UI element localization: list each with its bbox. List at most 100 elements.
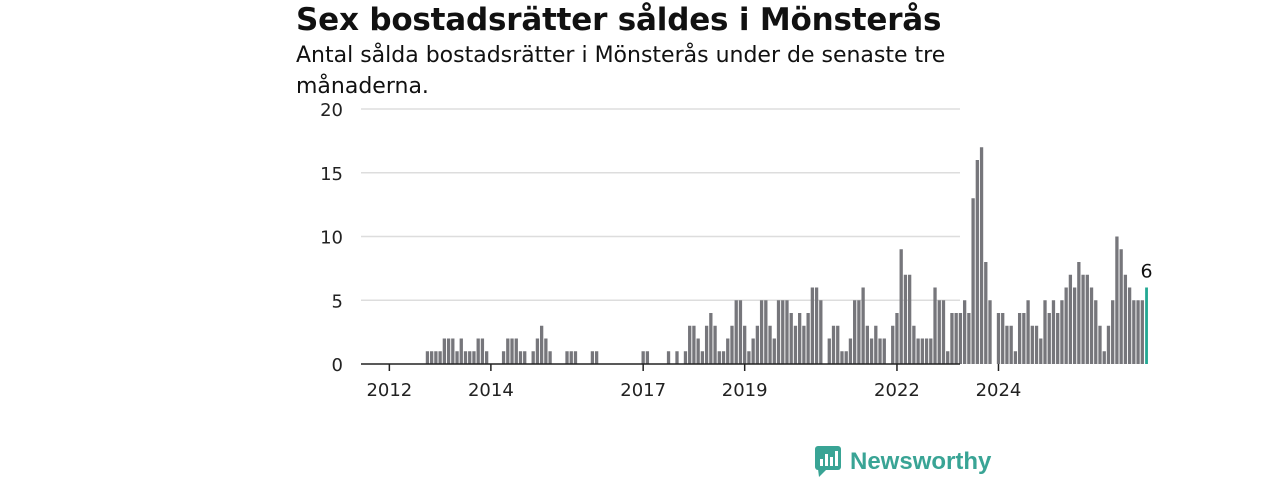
bar [1072, 287, 1077, 364]
bar [1077, 262, 1081, 364]
bar [954, 313, 958, 364]
bar [1009, 325, 1013, 364]
bar [789, 313, 793, 364]
bar [569, 351, 573, 364]
bar [1098, 325, 1102, 364]
bar [806, 313, 810, 364]
bar [903, 274, 908, 364]
y-tick-label: 15 [320, 164, 343, 185]
bar [747, 351, 751, 364]
bar [692, 325, 696, 364]
bar [438, 351, 442, 364]
bar [485, 351, 489, 364]
x-tick-label: 2024 [976, 380, 1022, 401]
bar [937, 300, 941, 364]
y-tick-label: 0 [332, 355, 343, 376]
bar [480, 338, 485, 364]
bar [476, 338, 480, 364]
bar [941, 300, 946, 364]
bar [950, 313, 954, 364]
bar [1132, 300, 1136, 364]
bar [781, 300, 785, 364]
bar [810, 287, 815, 364]
bar [988, 300, 992, 364]
bar [1068, 274, 1073, 364]
bar [696, 338, 700, 364]
bar [459, 338, 463, 364]
bar [1056, 313, 1060, 364]
bar [1123, 274, 1128, 364]
bar [1140, 300, 1144, 364]
bar [891, 325, 895, 364]
bar [1119, 249, 1123, 364]
bar [506, 338, 510, 364]
bar [1136, 300, 1140, 364]
bar [844, 351, 848, 364]
bar [776, 300, 781, 364]
bar [446, 338, 451, 364]
bar [814, 287, 819, 364]
bar [1017, 313, 1022, 364]
bar [1106, 325, 1111, 364]
bar [895, 313, 899, 364]
bar [704, 325, 709, 364]
bar [924, 338, 929, 364]
x-tick-label: 2012 [366, 380, 412, 401]
bar [666, 351, 671, 364]
bar [468, 351, 472, 364]
bar [641, 351, 645, 364]
bar [1013, 351, 1018, 364]
bar [861, 287, 865, 364]
bar [700, 351, 705, 364]
bar [755, 325, 760, 364]
bar [1022, 313, 1026, 364]
bar [1047, 313, 1051, 364]
bar [1039, 338, 1043, 364]
x-tick-label: 2022 [874, 380, 920, 401]
bar [819, 300, 823, 364]
bar [1051, 300, 1056, 364]
bar [717, 351, 721, 364]
bar [857, 300, 861, 364]
bar [984, 262, 988, 364]
bar [472, 351, 476, 364]
chart-title: Sex bostadsrätter såldes i Mönsterås [296, 2, 942, 38]
bar [802, 325, 806, 364]
bar [840, 351, 844, 364]
bar [878, 338, 882, 364]
bar [548, 351, 552, 364]
bar [590, 351, 595, 364]
bar [523, 351, 527, 364]
newsworthy-logo[interactable]: Newsworthy [814, 444, 991, 480]
bar-chart: 0 5 10 15 20 2012 2014 2017 2019 2022 2024 6 [320, 100, 1152, 401]
bar [759, 300, 764, 364]
bar [1085, 274, 1089, 364]
bar [793, 325, 798, 364]
bar [734, 300, 738, 364]
bar [768, 325, 772, 364]
bar [1034, 325, 1039, 364]
bar [865, 325, 869, 364]
bar [539, 325, 544, 364]
bar [442, 338, 446, 364]
last-value-label: 6 [1140, 261, 1152, 283]
bar [785, 300, 789, 364]
bar [772, 338, 776, 364]
bar [874, 325, 878, 364]
bar [798, 313, 802, 364]
bar [1060, 300, 1064, 364]
bar [430, 351, 434, 364]
bar [721, 351, 726, 364]
bar [1064, 287, 1068, 364]
bar [1111, 300, 1115, 364]
bar [713, 325, 717, 364]
bar [853, 300, 857, 364]
bar [1043, 300, 1047, 364]
bar [1115, 236, 1119, 364]
bar [1026, 300, 1030, 364]
y-tick-label: 20 [320, 100, 343, 121]
bar [709, 313, 713, 364]
bar [848, 338, 853, 364]
bar [463, 351, 468, 364]
bar [1001, 313, 1005, 364]
